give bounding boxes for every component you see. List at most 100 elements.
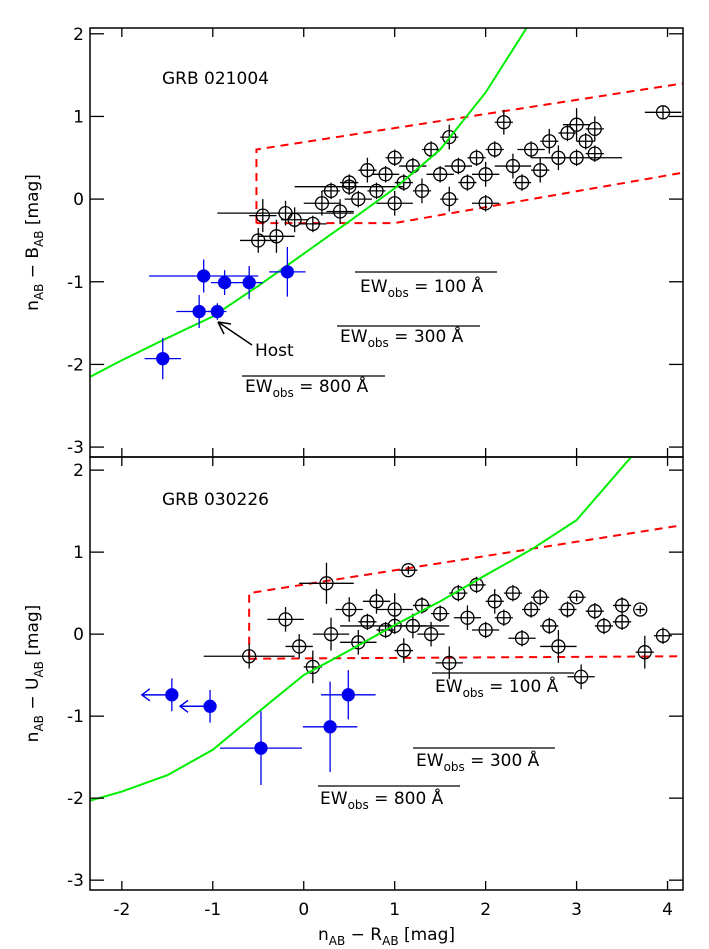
data-point [387,150,402,165]
data-point [287,212,302,227]
data-point [242,275,256,290]
data-point [197,269,211,283]
data-point [323,720,337,734]
data-point [496,115,511,130]
data-point [251,233,266,248]
data-point [433,606,448,621]
data-point [217,275,232,290]
data-point [278,612,293,627]
y-tick-label: 2 [73,25,84,45]
frame [89,456,684,891]
curve [90,28,528,378]
y-axis-label: nAB − UAB [mag] [23,605,46,743]
curve [249,655,683,660]
y-tick-label: -3 [67,438,84,458]
label-part: EW [416,751,444,771]
data-point [514,175,530,190]
data-point [341,688,355,702]
data-point [292,639,307,654]
data-point [378,167,393,182]
data-point [533,163,548,178]
data-point [460,610,475,625]
data-point [551,639,566,654]
data-point [560,125,575,141]
data-point [514,631,530,646]
data-point [369,183,384,198]
panel-title: GRB 021004 [162,69,269,89]
label-part: − B [23,247,43,284]
label-part: = 800 Å [369,787,444,809]
data-point [442,129,457,145]
data-point [614,598,630,613]
label-part: EW [340,327,368,347]
label-part: − R [345,925,382,945]
subscript: obs [368,336,389,350]
data-point [323,183,339,198]
data-point [255,208,270,223]
data-point [387,602,402,617]
data-point [165,688,179,702]
data-point [203,699,217,713]
data-point [487,142,502,157]
label-part: EW [320,789,348,809]
subscript: obs [388,286,409,300]
y-tick-label: 0 [73,625,84,645]
label-part: − U [23,678,43,716]
data-point [442,655,457,670]
ew-label: EWobs = 800 Å [320,787,444,812]
data-point [496,610,511,625]
x-tick-label: 3 [571,900,582,920]
data-point [156,351,170,366]
y-tick-label: -2 [67,355,84,375]
x-tick-label: 1 [389,900,400,920]
label-part: EW [245,377,273,397]
data-point [342,602,357,617]
data-point [305,216,320,232]
subscript: AB [32,661,46,677]
data-point [414,183,430,198]
data-point [533,590,548,605]
data-point [478,196,493,211]
data-point [542,618,557,634]
y-tick-label: -1 [67,707,84,727]
data-point [478,167,493,182]
data-point [569,117,584,132]
y-tick-label: -1 [67,273,84,293]
data-point [319,576,334,591]
subscript: obs [273,386,294,400]
data-point [401,563,416,578]
subscript: obs [348,798,369,812]
label-part: = 800 Å [294,375,369,397]
data-point [478,622,493,638]
data-point [360,163,375,178]
panel-title: GRB 030226 [162,490,269,510]
subscript: AB [32,231,46,247]
data-point [323,626,339,642]
curve [255,82,683,224]
data-point [210,304,224,319]
label-part: n [318,925,329,945]
data-point [655,628,671,643]
data-point [587,604,602,619]
y-tick-label: 2 [73,461,84,481]
data-point [578,134,593,149]
x-tick-label: 0 [298,900,309,920]
data-point [192,304,206,319]
data-point [587,121,602,136]
y-axis-label: nAB − BAB [mag] [23,174,46,311]
data-point [637,645,652,660]
x-tick-label: 4 [662,900,673,920]
label-part: = 300 Å [465,749,540,771]
data-point [423,626,439,642]
subscript: obs [444,760,465,774]
data-point [369,594,384,609]
ew-label: EWobs = 300 Å [340,325,464,350]
data-point [523,142,539,157]
data-point [269,229,284,244]
data-point [542,134,557,149]
ew-label: EWobs = 100 Å [435,675,559,700]
label-part: = 300 Å [389,325,464,347]
data-point [596,618,612,634]
data-point [387,196,402,211]
